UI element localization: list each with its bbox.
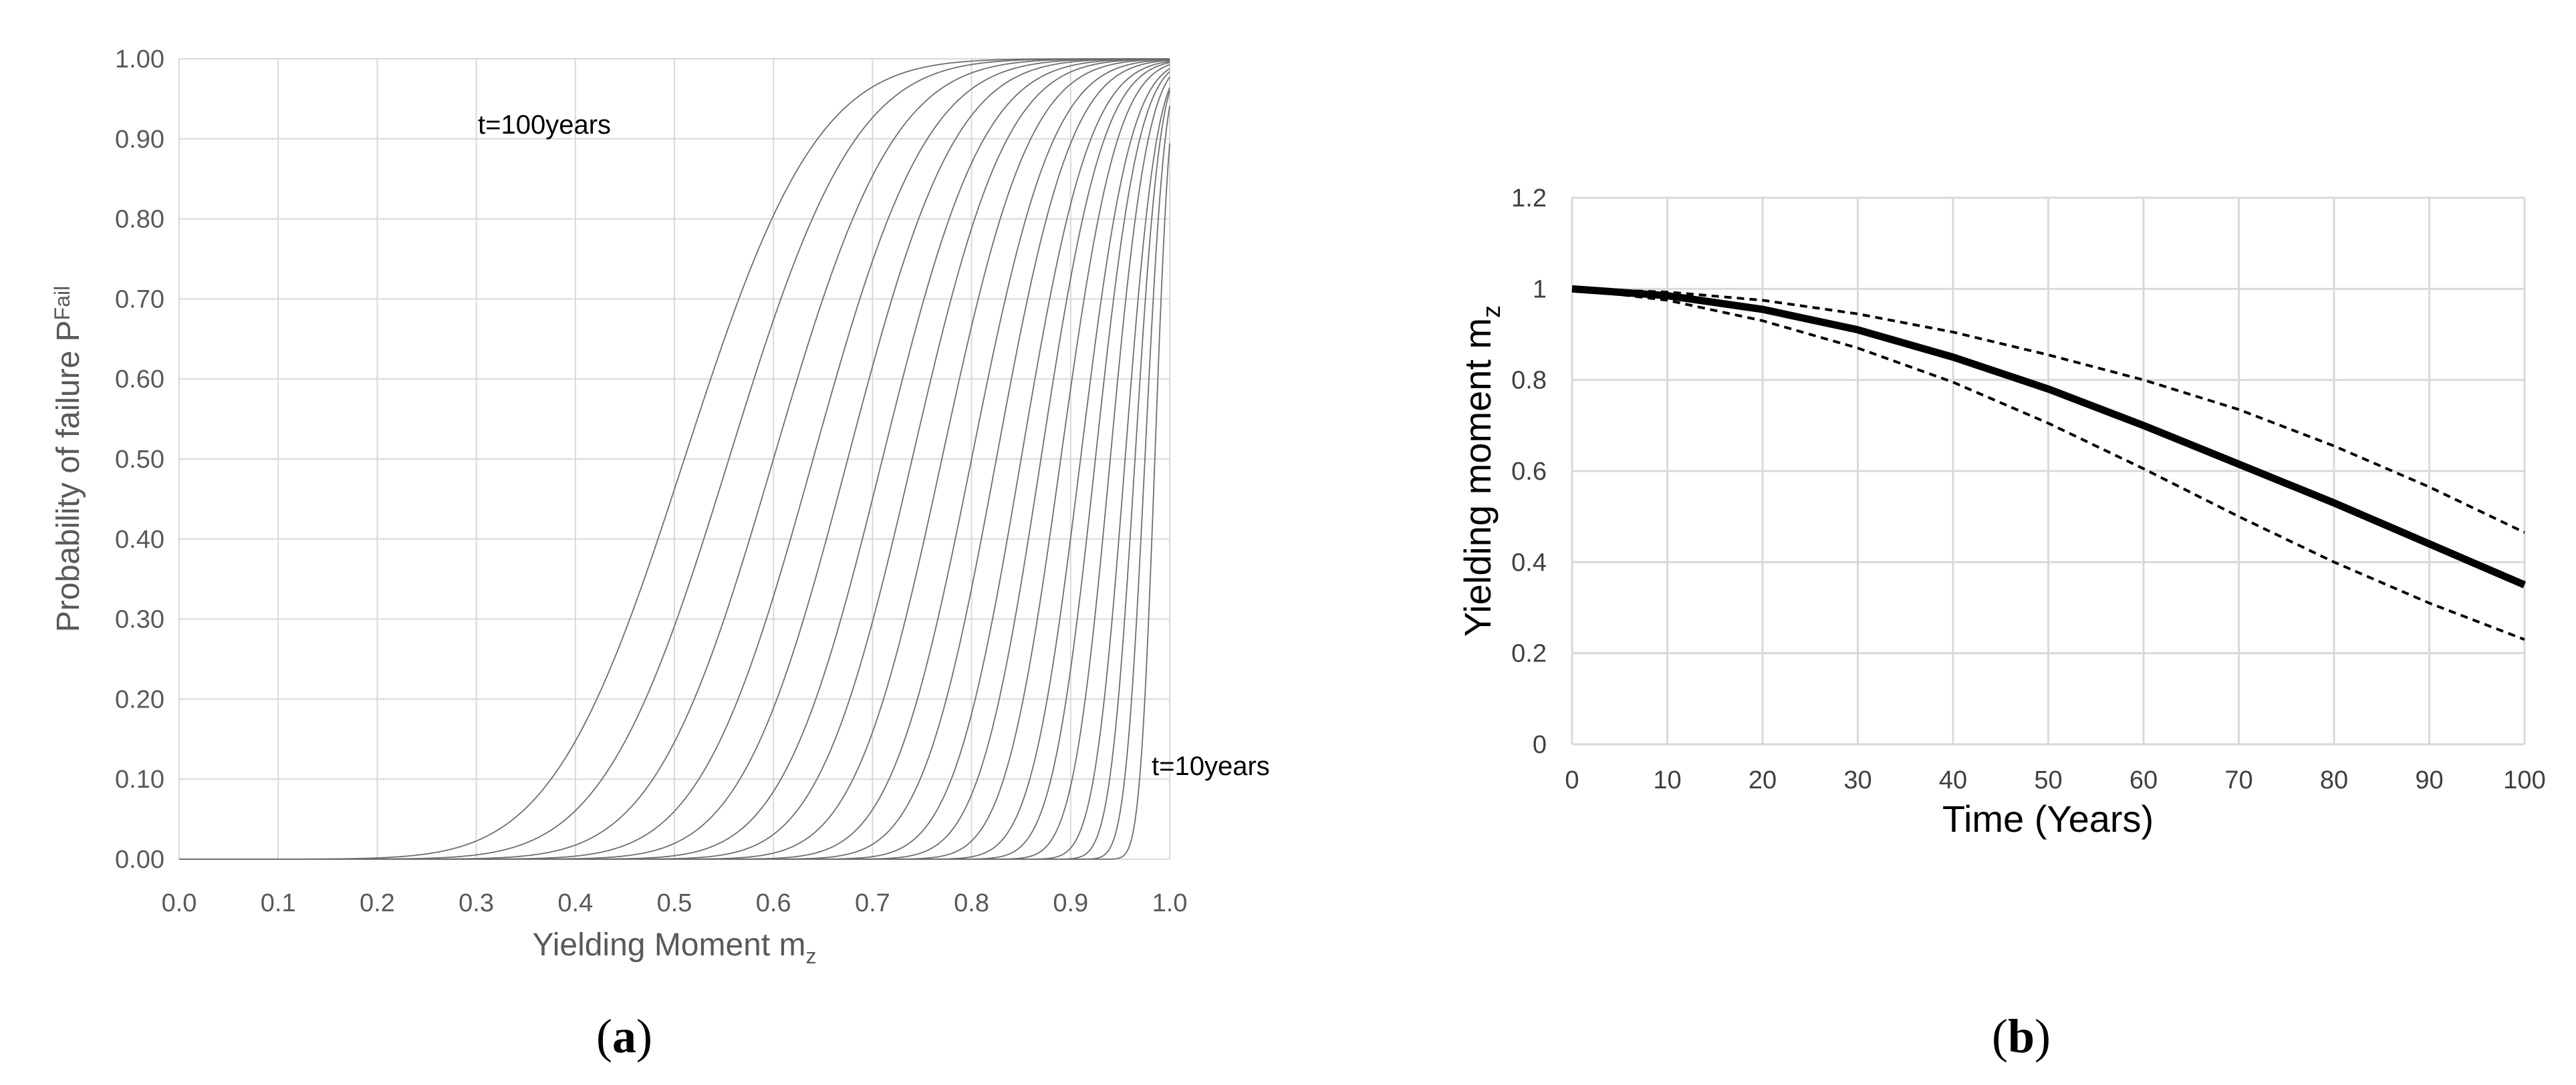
chart-b-y-tick-label: 1	[1533, 275, 1547, 303]
chart-b-x-axis-title: Time (Years)	[1942, 798, 2154, 840]
chart-b-grid	[1571, 196, 2526, 746]
chart-a-x-tick-label: 0.0	[162, 889, 197, 917]
chart-b-x-tick-label: 60	[2130, 766, 2158, 794]
chart-b-y-tick-label: 0.6	[1511, 458, 1547, 486]
chart-a-x-tick-label: 0.3	[459, 889, 494, 917]
annotation-t100: t=100years	[478, 110, 611, 140]
chart-a-y-tick-label: 0.30	[115, 606, 164, 634]
chart-b: 0 10 20 30 40 50 60 70 80 90 100 0 0.2 0.4 0.6 0.8 1 1.2…	[1456, 184, 2546, 1063]
chart-b-y-tick-label: 1.2	[1511, 184, 1547, 212]
chart-b-x-tick-label: 50	[2034, 766, 2062, 794]
chart-a-y-tick-label: 0.10	[115, 766, 164, 794]
chart-b-x-tick-label: 100	[2503, 766, 2545, 794]
chart-b-x-tick-label: 0	[1565, 766, 1579, 794]
chart-a-y-ticks: 0.00 0.10 0.20 0.30 0.40 0.50 0.60 0.70 0.80 0.90…	[115, 45, 164, 874]
chart-a-y-axis-title: Probability of failure PFail	[50, 286, 86, 632]
chart-a-x-tick-label: 0.1	[261, 889, 296, 917]
chart-b-upper-bound-line	[1571, 287, 2525, 534]
panel-label-b-open: (	[1992, 1010, 2008, 1063]
chart-a-grid	[178, 58, 1170, 860]
chart-a-y-tick-label: 0.80	[115, 206, 164, 234]
chart-a-x-tick-label: 0.4	[557, 889, 593, 917]
chart-a-x-tick-label: 0.2	[360, 889, 395, 917]
chart-a-y-tick-label: 0.00	[115, 846, 164, 874]
chart-a-x-tick-label: 0.8	[954, 889, 989, 917]
chart-b-lines	[1571, 285, 2527, 641]
chart-a-x-ticks: 0.0 0.1 0.2 0.3 0.4 0.5 0.6 0.7 0.8 0.9 1.0	[162, 889, 1188, 917]
chart-a-x-tick-label: 0.6	[756, 889, 791, 917]
chart-a-x-tick-label: 1.0	[1152, 889, 1188, 917]
chart-b-y-tick-label: 0.8	[1511, 367, 1547, 395]
chart-b-x-ticks: 0 10 20 30 40 50 60 70 80 90 100	[1565, 766, 2545, 794]
chart-a-cdf-curve	[179, 58, 1170, 860]
panel-label-a: (a)	[596, 1010, 652, 1063]
chart-b-x-tick-label: 90	[2415, 766, 2443, 794]
chart-a-x-tick-label: 0.7	[855, 889, 890, 917]
chart-b-y-ticks: 0 0.2 0.4 0.6 0.8 1 1.2	[1511, 184, 1547, 759]
chart-a-x-axis-title-main: Yielding Moment m	[532, 927, 805, 963]
chart-a-y-tick-label: 0.90	[115, 126, 164, 154]
chart-a-y-tick-label: 0.20	[115, 685, 164, 714]
chart-a-y-tick-label: 0.70	[115, 285, 164, 313]
chart-a-y-tick-label: 1.00	[115, 45, 164, 73]
chart-a-y-axis-title-sub: Fail	[50, 286, 74, 321]
panel-label-a-open: (	[596, 1010, 612, 1063]
chart-b-x-tick-label: 20	[1749, 766, 1777, 794]
chart-a-x-tick-label: 0.5	[657, 889, 692, 917]
chart-b-y-tick-label: 0.4	[1511, 549, 1547, 577]
chart-a-x-axis-title-sub: z	[806, 944, 817, 968]
chart-a-y-axis-title-main: Probability of failure P	[51, 320, 86, 632]
chart-a-x-axis-title: Yielding Moment mz	[532, 927, 816, 968]
panel-label-b: (b)	[1992, 1010, 2051, 1063]
chart-a-x-tick-label: 0.9	[1053, 889, 1088, 917]
chart-a: 0.0 0.1 0.2 0.3 0.4 0.5 0.6 0.7 0.8 0.9 1.0 0.000.…	[50, 45, 1270, 1063]
chart-a-y-tick-label: 0.60	[115, 365, 164, 394]
annotation-t10: t=10years	[1152, 752, 1270, 781]
chart-b-x-tick-label: 70	[2224, 766, 2252, 794]
panel-label-b-letter: b	[2008, 1010, 2035, 1063]
chart-b-y-axis-title: Yielding moment mz	[1456, 305, 1506, 637]
chart-b-lower-bound-line	[1571, 287, 2525, 641]
chart-b-y-axis-title-main: Yielding moment m	[1456, 318, 1499, 637]
chart-a-curves	[179, 58, 1170, 860]
chart-b-mean-line	[1571, 285, 2527, 589]
chart-a-y-tick-label: 0.40	[115, 526, 164, 554]
chart-b-y-axis-title-sub: z	[1478, 305, 1506, 318]
chart-b-y-tick-label: 0	[1533, 731, 1547, 759]
chart-b-x-tick-label: 10	[1653, 766, 1681, 794]
chart-b-x-tick-label: 80	[2320, 766, 2348, 794]
panel-label-a-letter: a	[612, 1010, 636, 1063]
chart-a-y-tick-label: 0.50	[115, 446, 164, 474]
chart-b-x-tick-label: 40	[1939, 766, 1967, 794]
chart-b-y-tick-label: 0.2	[1511, 640, 1547, 668]
panel-label-b-close: )	[2035, 1010, 2051, 1063]
panel-label-a-close: )	[636, 1010, 652, 1063]
chart-b-x-tick-label: 30	[1843, 766, 1872, 794]
